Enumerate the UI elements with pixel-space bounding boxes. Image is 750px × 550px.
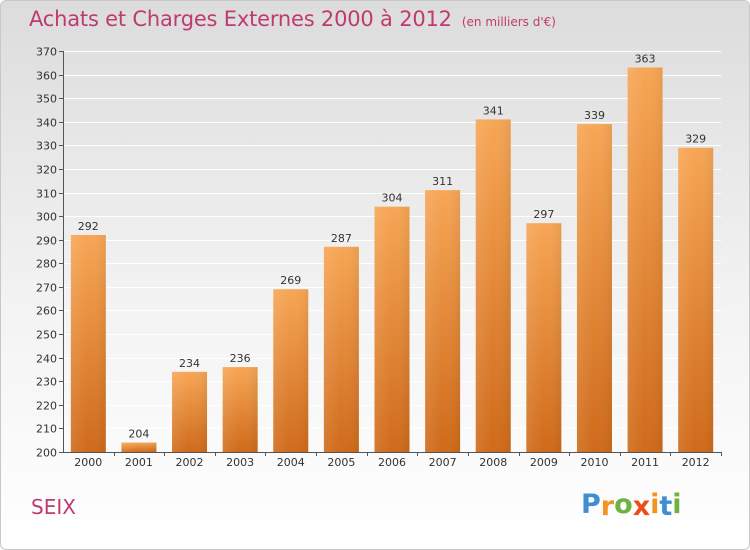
value-label: 339 — [584, 109, 605, 122]
x-tick-label: 2007 — [429, 456, 457, 469]
bar-shine — [70, 234, 106, 452]
x-tick-label: 2009 — [530, 456, 558, 469]
y-tick-label: 200 — [36, 447, 57, 460]
labels: 200 210 220 230 240 250 260 270 280 290 300 310 320 3… — [36, 46, 710, 470]
y-tick-label: 260 — [36, 305, 57, 318]
logo-letter: o — [614, 489, 633, 520]
y-tick-label: 210 — [36, 423, 57, 436]
bar-shine — [627, 67, 663, 452]
x-tick-label: 2010 — [580, 456, 608, 469]
chart-title: Achats et Charges Externes 2000 à 2012 (e… — [29, 7, 556, 31]
chart-title-text: Achats et Charges Externes 2000 à 2012 — [29, 7, 452, 31]
logo-letter: i — [650, 489, 660, 520]
y-tick-label: 320 — [36, 164, 57, 177]
value-label: 329 — [685, 133, 706, 146]
x-tick-label: 2003 — [226, 456, 254, 469]
y-tick-label: 220 — [36, 400, 57, 413]
x-tick-label: 2006 — [378, 456, 406, 469]
value-label: 341 — [483, 104, 504, 117]
logo-letter: i — [672, 489, 682, 520]
y-tick-label: 240 — [36, 353, 57, 366]
proxiti-logo: Proxiti — [581, 489, 682, 522]
axes — [59, 51, 722, 456]
value-label: 236 — [230, 352, 251, 365]
y-tick-label: 230 — [36, 376, 57, 389]
bar-shine — [475, 119, 511, 452]
x-tick-label: 2011 — [631, 456, 659, 469]
logo-letter: t — [659, 491, 673, 522]
value-label: 363 — [635, 53, 656, 66]
bars — [70, 67, 714, 452]
bar-shine — [323, 246, 359, 452]
logo-letter: P — [581, 489, 601, 520]
bar-shine — [526, 223, 562, 452]
value-label: 287 — [331, 232, 352, 245]
bar-shine — [576, 124, 612, 452]
value-label: 204 — [128, 428, 149, 441]
x-tick-label: 2002 — [176, 456, 204, 469]
y-tick-label: 340 — [36, 117, 57, 130]
logo-letter: r — [600, 491, 615, 522]
y-tick-label: 290 — [36, 235, 57, 248]
bar-shine — [425, 190, 461, 452]
logo-letter: x — [632, 491, 651, 522]
x-tick-label: 2012 — [682, 456, 710, 469]
y-tick-label: 360 — [36, 70, 57, 83]
x-tick-label: 2004 — [277, 456, 305, 469]
value-label: 292 — [78, 220, 99, 233]
bar-shine — [222, 367, 258, 452]
commune-name: SEIX — [31, 495, 76, 519]
y-tick-label: 370 — [36, 46, 57, 59]
y-tick-label: 330 — [36, 140, 57, 153]
value-label: 304 — [382, 192, 403, 205]
x-tick-label: 2000 — [74, 456, 102, 469]
x-tick-label: 2001 — [125, 456, 153, 469]
y-tick-label: 280 — [36, 258, 57, 271]
value-label: 311 — [432, 175, 453, 188]
y-tick-label: 300 — [36, 211, 57, 224]
value-label: 234 — [179, 357, 200, 370]
bar-shine — [374, 206, 410, 452]
bar-shine — [121, 442, 157, 452]
chart-unit: (en milliers d'€) — [461, 15, 556, 29]
y-tick-label: 310 — [36, 188, 57, 201]
bar-shine — [172, 371, 208, 452]
x-tick-label: 2005 — [327, 456, 355, 469]
bar-shine — [678, 147, 714, 452]
y-tick-label: 350 — [36, 93, 57, 106]
value-label: 269 — [280, 274, 301, 287]
x-tick-label: 2008 — [479, 456, 507, 469]
bar-shine — [273, 289, 309, 452]
y-tick-label: 270 — [36, 282, 57, 295]
value-label: 297 — [533, 208, 554, 221]
y-tick-label: 250 — [36, 329, 57, 342]
